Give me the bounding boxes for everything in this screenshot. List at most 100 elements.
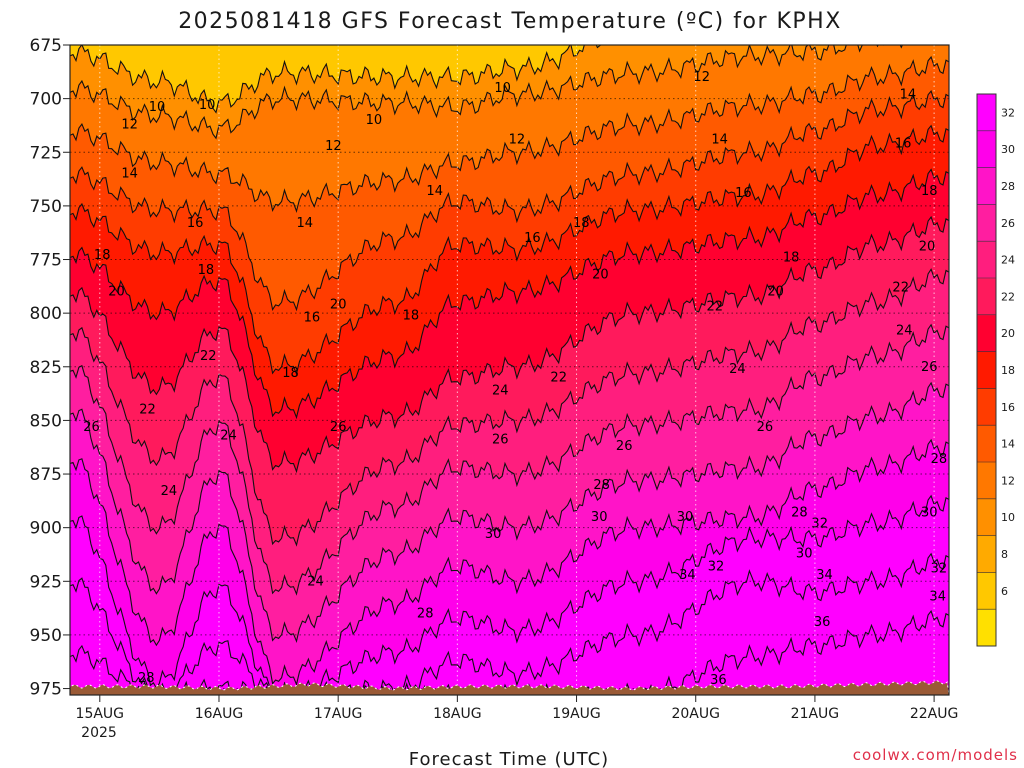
contour-label-34: 34	[679, 568, 696, 583]
y-tick-label-825: 825	[30, 358, 62, 378]
contour-line-16	[70, 89, 949, 312]
y-tick-label-775: 775	[30, 251, 62, 271]
colorbar-label-32: 32	[1001, 106, 1015, 119]
contour-label-24: 24	[161, 484, 178, 499]
colorbar-label-30: 30	[1001, 143, 1015, 156]
contour-label-30: 30	[677, 510, 694, 525]
ground-fill	[70, 680, 949, 695]
contour-line-14	[70, 55, 949, 213]
x-axis-year-label: 2025	[81, 725, 117, 741]
colorbar-swatch-9	[977, 278, 996, 316]
contour-label-34: 34	[816, 568, 833, 583]
contour-label-24: 24	[896, 323, 913, 338]
colorbar-swatch-3	[977, 498, 996, 537]
contour-label-22: 22	[550, 371, 567, 386]
colorbar-swatch-14	[977, 94, 996, 132]
colorbar-label-10: 10	[1001, 511, 1015, 524]
colorbar-swatch-10	[977, 241, 996, 279]
x-tick-label-22AUG: 22AUG	[910, 706, 959, 722]
contour-label-24: 24	[729, 362, 746, 377]
y-axis-ticks: 675 700 725 750 775 800 825 850 875 900 925 950 975	[30, 36, 70, 700]
contour-label-26: 26	[616, 439, 633, 454]
x-axis-label: Forecast Time (UTC)	[409, 749, 609, 768]
colorbar-swatch-12	[977, 167, 996, 205]
contour-label-24: 24	[492, 383, 509, 398]
colorbar-swatch-11	[977, 204, 996, 242]
contour-label-18: 18	[403, 308, 420, 323]
contour-line-10	[70, 45, 602, 114]
colorbar-swatch-4	[977, 462, 996, 500]
contour-label-14: 14	[121, 167, 138, 182]
contour-label-18: 18	[282, 366, 299, 381]
x-tick-label-17AUG: 17AUG	[314, 706, 363, 722]
contour-label-12: 12	[325, 139, 342, 154]
contour-line-32	[70, 494, 949, 695]
y-tick-label-950: 950	[30, 626, 62, 646]
contour-label-32: 32	[811, 516, 828, 531]
colorbar-frame	[976, 93, 997, 647]
contour-label-22: 22	[139, 403, 156, 418]
contour-label-22: 22	[707, 300, 724, 315]
temperature-bands	[70, 45, 949, 695]
y-tick-label-675: 675	[30, 36, 62, 56]
y-tick-label-750: 750	[30, 197, 62, 217]
contour-line-12	[70, 45, 903, 140]
contour-label-10: 10	[149, 100, 166, 115]
contour-label-26: 26	[492, 433, 509, 448]
colorbar-swatch-13	[977, 130, 996, 169]
contour-label-32: 32	[931, 561, 948, 576]
contour-label-28: 28	[593, 478, 610, 493]
contour-label-20: 20	[330, 298, 347, 313]
colorbar-label-20: 20	[1001, 327, 1015, 340]
contour-label-28: 28	[417, 607, 434, 622]
colorbar-swatch-1	[977, 572, 996, 610]
plot-area: 10 10 10 10 12 12 12 12 14 14 14 14 14 16 16 16 16 16 18 18…	[70, 45, 974, 695]
x-tick-label-18AUG: 18AUG	[433, 706, 482, 722]
contour-label-30: 30	[485, 527, 502, 542]
contour-label-14: 14	[711, 132, 728, 147]
contour-line-22	[70, 215, 949, 474]
contour-label-10: 10	[494, 81, 511, 96]
contour-line-30	[70, 438, 949, 687]
contour-label-14: 14	[900, 87, 917, 102]
colorbar-swatch-6	[977, 388, 996, 426]
colorbar-label-24: 24	[1001, 254, 1015, 267]
colorbar-label-6: 6	[1001, 585, 1008, 598]
y-tick-label-725: 725	[30, 143, 62, 163]
contour-label-16: 16	[304, 310, 321, 325]
contour-label-26: 26	[330, 420, 347, 435]
contour-label-36: 36	[957, 514, 974, 529]
x-tick-label-20AUG: 20AUG	[671, 706, 720, 722]
y-tick-label-925: 925	[30, 572, 62, 592]
x-tick-label-19AUG: 19AUG	[552, 706, 601, 722]
contour-labels: 10 10 10 10 12 12 12 12 14 14 14 14 14 16 16 16 16 16 18 18…	[83, 70, 974, 688]
contour-label-20: 20	[919, 240, 936, 255]
contour-label-20: 20	[767, 285, 784, 300]
x-tick-label-21AUG: 21AUG	[791, 706, 840, 722]
x-tick-label-16AUG: 16AUG	[195, 706, 244, 722]
plot-frame	[69, 44, 950, 696]
contour-label-28: 28	[931, 452, 948, 467]
colorbar-label-14: 14	[1001, 438, 1015, 451]
contour-label-26: 26	[83, 420, 100, 435]
contour-label-26: 26	[921, 360, 938, 375]
contour-label-12: 12	[693, 70, 710, 85]
y-tick-label-700: 700	[30, 90, 62, 110]
colorbar-swatch-5	[977, 425, 996, 463]
colorbar-swatch-0	[977, 609, 996, 647]
contour-label-16: 16	[895, 137, 912, 152]
colorbar-swatch-2	[977, 535, 996, 573]
contour-label-16: 16	[187, 216, 204, 231]
y-tick-label-875: 875	[30, 465, 62, 485]
y-tick-label-850: 850	[30, 411, 62, 431]
colorbar-swatch-8	[977, 314, 996, 353]
ground-terrain	[70, 680, 949, 695]
colorbar-label-22: 22	[1001, 290, 1015, 303]
contour-label-12: 12	[509, 132, 526, 147]
y-tick-label-975: 975	[30, 680, 62, 700]
y-tick-label-900: 900	[30, 519, 62, 539]
contour-label-14: 14	[297, 216, 314, 231]
colorbar-label-28: 28	[1001, 180, 1015, 193]
contour-line-18	[70, 124, 949, 376]
colorbar-label-16: 16	[1001, 401, 1015, 414]
